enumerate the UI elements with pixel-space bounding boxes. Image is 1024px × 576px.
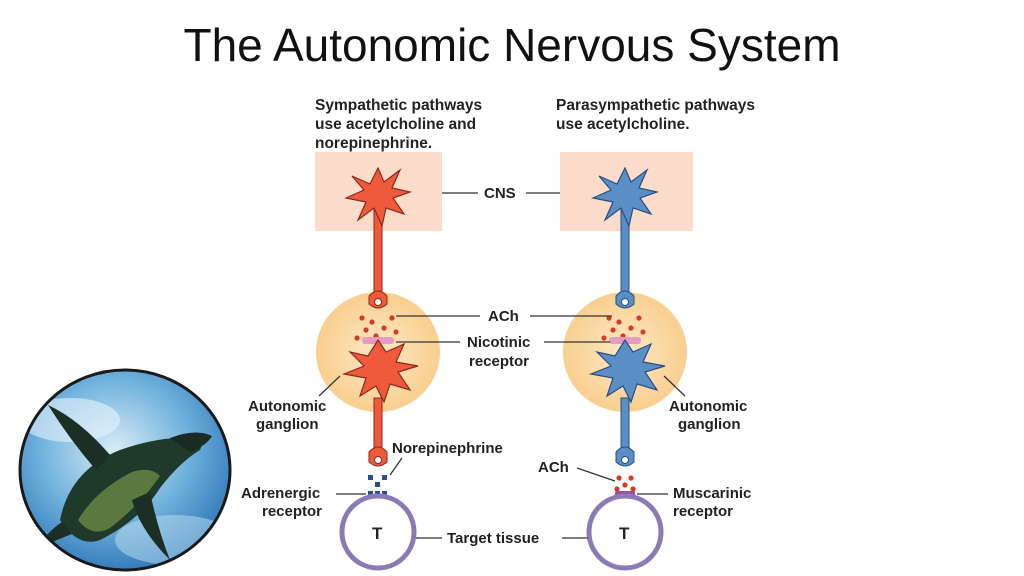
norepinephrine-leader [389,457,403,476]
target-letter-sympathetic: T [372,524,383,543]
sympathetic-caption-3: norepinephrine. [315,135,432,152]
parasympathetic-caption-1: Parasympathetic pathways [556,97,755,114]
parasympathetic-preganglionic-neuron [591,166,660,309]
sympathetic-ganglion-label-1: Autonomic [248,398,326,415]
slide-title: The Autonomic Nervous System [183,19,841,71]
adrenergic-label-2: receptor [262,503,322,520]
nicotinic-label-1: Nicotinic [467,334,530,351]
ach-target-leader [576,467,616,482]
target-letter-parasympathetic: T [619,524,630,543]
parasympathetic-postganglionic-neuron [588,338,666,467]
parasympathetic-ganglion-label-2: ganglion [678,416,741,433]
ach-label-ganglion: ACh [488,308,519,325]
sympathetic-caption-2: use acetylcholine and [315,116,476,133]
norepinephrine-molecules [368,475,387,487]
target-tissue-parasympathetic [586,493,664,571]
penguin-photo [18,368,232,572]
nicotinic-label-2: receptor [469,353,529,370]
ganglion-leader-left [318,375,341,397]
target-tissue-label: Target tissue [447,530,539,547]
target-tissue-sympathetic [339,493,417,571]
ach-label-target: ACh [538,459,569,476]
parasympathetic-caption-2: use acetylcholine. [556,116,690,133]
sympathetic-caption-1: Sympathetic pathways [315,97,482,114]
adrenergic-label-1: Adrenergic [241,485,320,502]
norepinephrine-label: Norepinephrine [392,440,503,457]
muscarinic-label-1: Muscarinic [673,485,751,502]
parasympathetic-ganglion-label-1: Autonomic [669,398,747,415]
ach-dots-parasympathetic-target [614,475,636,492]
sympathetic-ganglion-label-2: ganglion [256,416,319,433]
cns-label: CNS [484,185,516,202]
muscarinic-label-2: receptor [673,503,733,520]
sympathetic-postganglionic-neuron [341,338,419,467]
ganglion-leader-right [663,375,686,397]
sympathetic-preganglionic-neuron [344,166,413,309]
